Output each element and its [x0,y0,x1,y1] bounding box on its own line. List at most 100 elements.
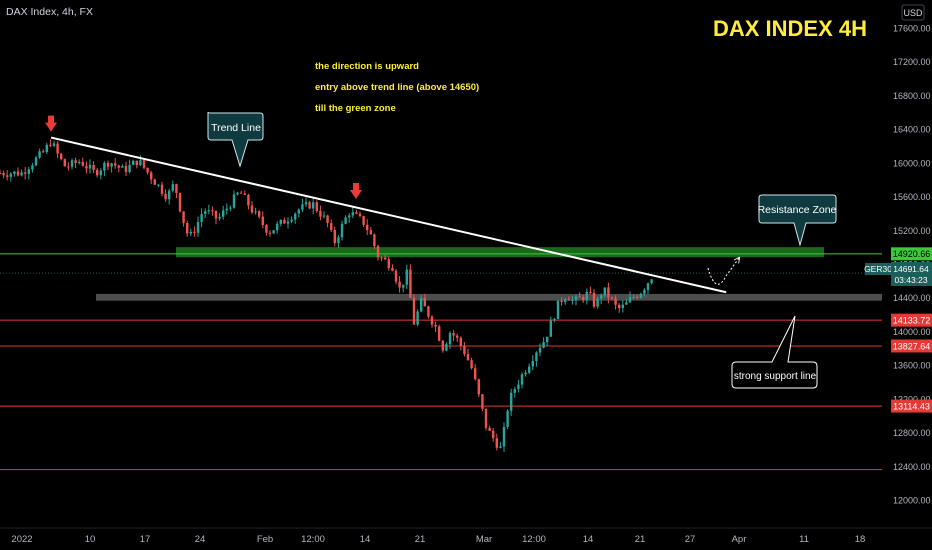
candle [312,198,315,215]
candle [297,208,300,218]
candle [42,149,45,153]
candle [560,297,563,306]
candle [232,190,236,209]
price-tick-13: 17200.00 [893,57,931,67]
candle [495,433,498,451]
support-line-callout[interactable]: strong support line [731,315,818,389]
chart-title: DAX INDEX 4H [713,16,867,41]
symbol-info[interactable]: DAX Index, 4h, FX [6,6,93,18]
candle [186,220,189,237]
signal-arrows [45,115,362,199]
candle [373,233,376,250]
price-tick-5: 14000.00 [893,327,931,337]
trend-line-callout[interactable]: Trend Line [207,111,264,168]
candle [610,296,614,301]
candle [524,370,527,377]
candle [344,215,347,225]
candle [603,287,606,298]
symbol-tag: GER30 [864,264,892,274]
candle [142,159,146,170]
price-axis[interactable]: 12000.00 12400.00 12800.00 13200.00 13600.00… [891,24,932,506]
candle [484,408,488,431]
candle [589,286,592,295]
resistance-zone-callout[interactable]: Resistance Zone [758,194,837,247]
candle [56,141,59,159]
candle [423,293,426,307]
trend-line-label: Trend Line [211,122,261,134]
candle [506,409,509,430]
note-target: till the green zone [315,103,396,114]
candle [456,333,459,343]
candle [355,209,358,215]
level-label-bg-3 [891,399,932,413]
candle [236,191,239,196]
candle [96,167,99,178]
candle [621,299,624,313]
time-axis[interactable]: 2022 10 17 24 Feb 12:00 14 21 Mar 12:00 14 21 27 Apr 1… [11,534,865,545]
candle [556,300,560,320]
candle [474,364,477,381]
candle [416,309,419,327]
candle [139,155,142,167]
plot-area[interactable] [0,0,882,528]
candle [247,193,250,210]
candle [34,155,38,167]
candle [315,200,318,213]
trend-line[interactable] [50,136,727,294]
candle [391,264,394,272]
time-tick-9: 12:00 [522,534,546,545]
candle [351,206,354,219]
candle [200,208,203,228]
candle [214,210,218,225]
candle [0,169,2,174]
candle [434,321,437,333]
candle [301,198,304,212]
candle [171,180,174,193]
candle [88,159,92,174]
candle [553,317,556,323]
level-lines [0,253,882,471]
candle [639,292,642,299]
candle [463,342,466,357]
time-tick-13: Apr [732,534,747,545]
candle [319,205,322,221]
candle [63,158,66,167]
time-tick-4: Feb [257,534,273,545]
candle [308,200,311,210]
price-tick-4: 13600.00 [893,361,931,371]
time-tick-15: 18 [855,534,866,545]
candle [207,204,210,215]
candle [481,393,484,412]
candle [448,331,452,349]
candle [60,152,63,161]
candle [499,441,502,449]
candle [625,298,628,305]
candle [510,388,513,416]
candle [103,161,106,177]
candle [114,158,117,169]
candle [24,166,27,180]
candle [441,339,444,353]
candle [67,162,70,171]
currency-badge[interactable]: USD [901,4,925,21]
candle [250,201,254,215]
candle [513,386,516,398]
level-label-2: 13827.64 [893,341,931,351]
candle [283,217,286,224]
current-price-tag: GER30 14691.64 03:43:23 [864,262,932,286]
candle [322,211,326,219]
candle [135,160,138,169]
candle [337,235,340,248]
time-tick-10: 14 [583,534,594,545]
candle [427,305,430,319]
time-tick-2: 17 [140,534,151,545]
candle [121,164,124,168]
candle [520,372,524,389]
candle [175,183,178,199]
candle [204,208,207,219]
level-label-bg-0 [891,247,932,261]
candle [384,254,387,260]
level-label-3: 13114.43 [893,401,930,411]
candle [582,295,585,303]
